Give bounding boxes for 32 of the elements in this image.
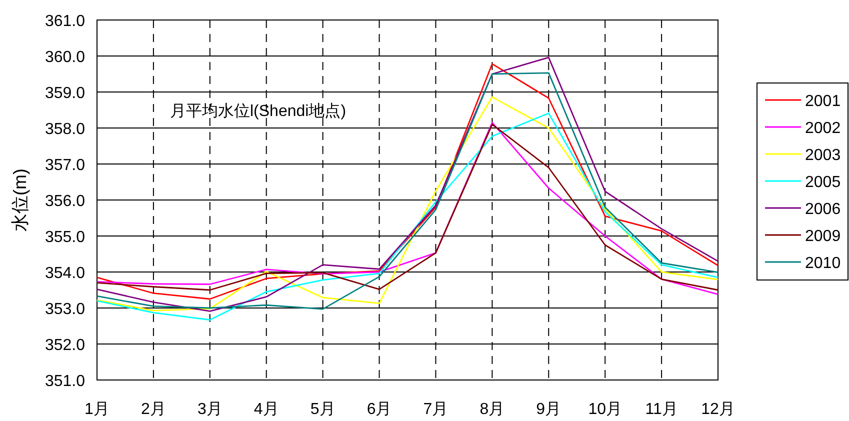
y-tick-label: 353.0 [44, 301, 86, 318]
x-tick-label: 8月 [480, 401, 505, 418]
y-axis-title: 水位(m) [10, 168, 30, 232]
y-tick-label: 351.0 [44, 373, 86, 390]
x-tick-label: 1月 [84, 401, 110, 418]
x-tick-label: 2月 [141, 401, 166, 418]
legend-label: 2005 [805, 174, 841, 191]
legend-label: 2009 [805, 228, 841, 245]
x-tick-label: 12月 [701, 401, 735, 418]
y-tick-label: 359.0 [44, 85, 86, 102]
y-tick-label: 355.0 [44, 229, 86, 246]
y-tick-label: 357.0 [44, 157, 86, 174]
x-tick-label: 11月 [645, 401, 678, 418]
x-tick-label: 10月 [588, 401, 622, 418]
y-tick-label: 352.0 [44, 337, 86, 354]
x-tick-label: 4月 [254, 401, 279, 418]
y-tick-label: 361.0 [44, 13, 86, 30]
y-tick-label: 358.0 [44, 121, 86, 138]
x-tick-label: 7月 [423, 401, 448, 418]
x-tick-label: 5月 [310, 401, 336, 418]
annotation: 月平均水位l(Shendi地点) [170, 102, 346, 120]
legend-label: 2001 [805, 93, 841, 110]
legend-label: 2006 [805, 201, 841, 218]
y-tick-label: 354.0 [44, 265, 86, 282]
x-tick-label: 3月 [197, 401, 222, 418]
x-tick-label: 9月 [536, 401, 562, 418]
x-tick-label: 6月 [366, 401, 392, 418]
y-tick-label: 360.0 [44, 49, 86, 66]
y-tick-label: 356.0 [44, 193, 86, 210]
legend-label: 2010 [805, 255, 841, 272]
legend-label: 2003 [805, 147, 841, 164]
legend-label: 2002 [805, 120, 841, 137]
